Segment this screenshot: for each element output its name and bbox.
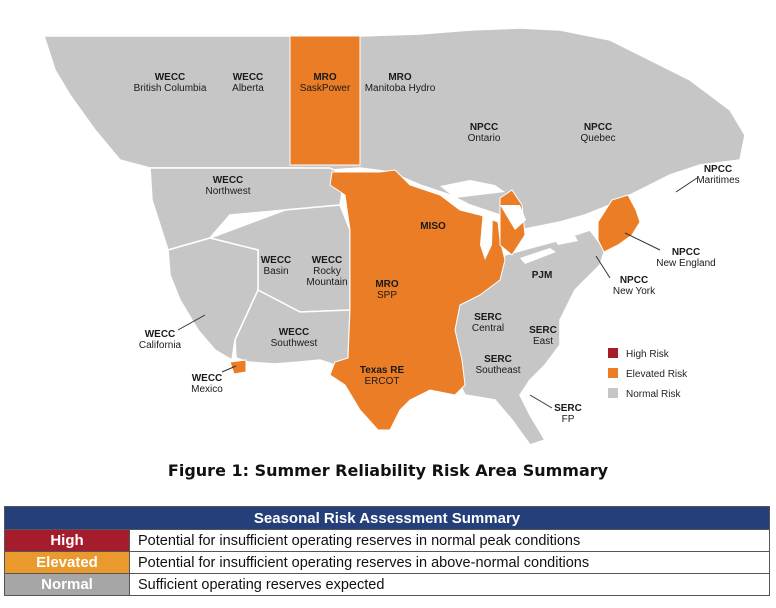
lake-huron — [500, 205, 526, 230]
risk-level-normal: Normal — [4, 573, 130, 596]
great-lakes — [440, 180, 578, 264]
label-texas-re-ercot: Texas RE ERCOT — [360, 365, 405, 387]
wecc-california-area — [167, 237, 259, 362]
legend-label-elevated: Elevated Risk — [626, 369, 688, 380]
risk-summary-table: Seasonal Risk Assessment Summary High Po… — [4, 506, 770, 596]
wecc-mexico-region — [229, 359, 247, 375]
risk-description: Potential for insufficient operating res… — [129, 529, 770, 552]
label-serc-central: SERC Central — [472, 312, 504, 334]
label-serc-southeast: SERC Southeast — [475, 354, 520, 376]
legend-label-normal: Normal Risk — [626, 389, 681, 400]
label-serc-fp: SERC FP — [554, 403, 582, 425]
leader-maritimes — [675, 177, 698, 193]
leader-new-england — [624, 232, 661, 251]
table-header-row: Seasonal Risk Assessment Summary — [4, 506, 770, 530]
region-labels: WECC British Columbia WECC Alberta MRO Sask… — [134, 72, 740, 425]
figure-caption: Figure 1: Summer Reliability Risk Area S… — [167, 461, 609, 480]
label-npcc-quebec: NPCC Quebec — [580, 122, 615, 144]
legend-swatch-high — [608, 348, 618, 358]
leader-california — [177, 314, 206, 331]
label-wecc-mexico: WECC Mexico — [191, 373, 223, 395]
label-mro-manitoba: MRO Manitoba Hydro — [365, 72, 436, 94]
legend-label-high: High Risk — [626, 349, 670, 360]
risk-description: Potential for insufficient operating res… — [129, 551, 770, 574]
label-npcc-maritimes: NPCC Maritimes — [696, 164, 739, 186]
lake-erie — [520, 248, 556, 264]
table-row: Normal Sufficient operating reserves exp… — [4, 573, 770, 596]
label-npcc-ontario: NPCC Ontario — [468, 122, 501, 144]
npcc-new-england-region — [597, 194, 641, 253]
label-wecc-northwest: WECC Northwest — [205, 175, 250, 197]
label-pjm: PJM — [532, 270, 553, 281]
table-title: Seasonal Risk Assessment Summary — [4, 506, 770, 530]
label-npcc-new-england: NPCC New England — [656, 247, 715, 269]
risk-level-high: High — [4, 529, 130, 552]
elevated-risk-regions — [229, 35, 641, 431]
table-row: Elevated Potential for insufficient oper… — [4, 551, 770, 574]
eastern-us-area — [439, 229, 606, 446]
label-mro-saskpower: MRO SaskPower — [300, 72, 351, 94]
lake-ontario — [555, 236, 578, 245]
miso-spp-ercot-region — [329, 169, 506, 431]
wecc-southwest-area — [234, 288, 351, 366]
lake-michigan — [480, 210, 493, 260]
normal-risk-landmass — [42, 27, 746, 446]
label-wecc-bc: WECC British Columbia — [134, 72, 207, 94]
leader-lines — [177, 177, 698, 409]
legend-swatch-elevated — [608, 368, 618, 378]
label-serc-east: SERC East — [529, 325, 557, 347]
label-wecc-california: WECC California — [139, 329, 182, 351]
leader-fp — [529, 394, 553, 409]
leader-new-york — [595, 255, 611, 279]
label-miso: MISO — [420, 221, 446, 232]
leader-mexico — [221, 365, 237, 373]
label-wecc-southwest: WECC Southwest — [271, 327, 318, 349]
mro-saskpower-region — [289, 35, 361, 166]
label-mro-spp: MRO SPP — [375, 279, 399, 301]
map-legend: High Risk Elevated Risk Normal Risk — [608, 348, 688, 400]
table-row: High Potential for insufficient operatin… — [4, 529, 770, 552]
lake-superior — [440, 180, 505, 198]
risk-area-map: WECC British Columbia WECC Alberta MRO Sask… — [42, 27, 746, 446]
legend-swatch-normal — [608, 388, 618, 398]
label-wecc-basin: WECC Basin — [261, 255, 292, 277]
risk-description: Sufficient operating reserves expected — [129, 573, 770, 596]
label-wecc-rocky-mountain: WECC Rocky Mountain — [306, 255, 347, 288]
risk-level-elevated: Elevated — [4, 551, 130, 574]
label-npcc-new-york: NPCC New York — [613, 275, 656, 297]
label-wecc-alberta: WECC Alberta — [232, 72, 264, 94]
